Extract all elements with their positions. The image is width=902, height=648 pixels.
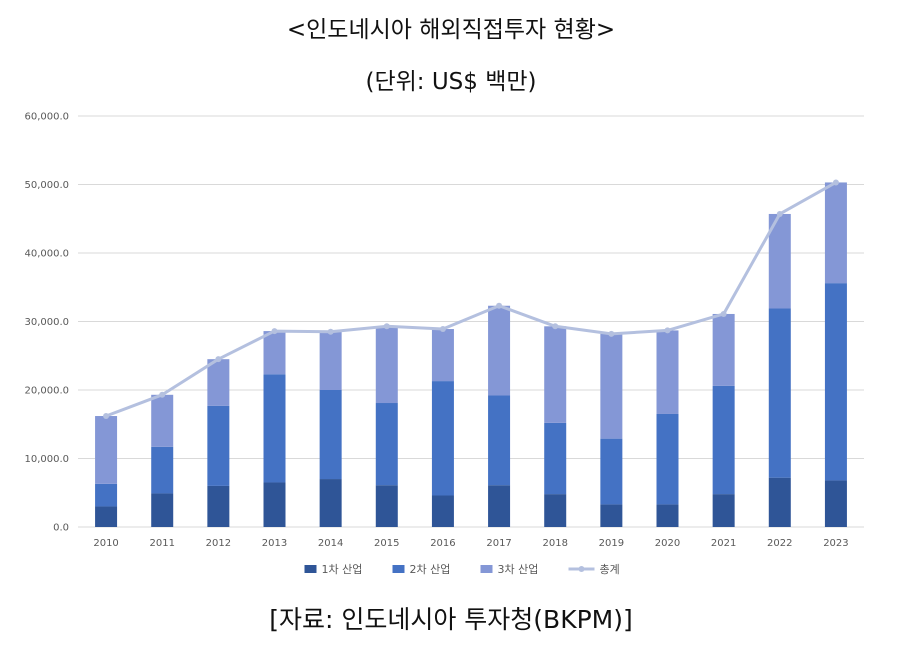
x-tick-label: 2020 (655, 538, 680, 549)
bar-segment (263, 331, 286, 375)
bar-segment (712, 313, 735, 386)
total-point (383, 323, 390, 330)
x-tick-label: 2013 (262, 538, 287, 549)
stacked-bar-chart: 0.0 10,000.0 20,000.0 30,000.0 40,000.0 50,00… (24, 112, 864, 576)
bar-segment (319, 479, 342, 527)
total-point (664, 327, 671, 334)
total-point (439, 326, 446, 333)
bar-segment (151, 446, 174, 494)
y-tick-label: 30,000.0 (24, 317, 69, 328)
bar-segment (600, 333, 623, 439)
bar-segment (488, 395, 511, 486)
bar-segment (824, 480, 847, 527)
bar-segment (656, 330, 679, 414)
legend-marker (578, 566, 585, 572)
legend-swatch (480, 565, 493, 573)
bar-segment (95, 416, 118, 484)
bar-segment (544, 494, 567, 527)
bar-segment (824, 283, 847, 481)
bar-segment (600, 438, 623, 505)
bar-segment (824, 182, 847, 284)
bar-segment (712, 494, 735, 527)
bar-segment (95, 506, 118, 527)
bar-segment (656, 413, 679, 505)
bar-segment (544, 326, 567, 423)
bar-segment (207, 359, 230, 406)
legend-swatch (392, 565, 405, 573)
bar-segment (656, 504, 679, 527)
bar-segment (207, 405, 230, 486)
bar-segment (207, 485, 230, 527)
bar-segment (375, 485, 398, 527)
total-point (608, 330, 615, 337)
bar-segment (488, 305, 511, 396)
bar-segment (431, 329, 454, 382)
total-point (720, 310, 727, 317)
total-point (832, 179, 839, 186)
total-line (105, 181, 837, 418)
total-point (271, 328, 278, 335)
legend-label: 총계 (600, 563, 620, 576)
y-tick-label: 20,000.0 (24, 386, 69, 397)
source-note: [자료: 인도네시아 투자청(BKPM)] (269, 605, 633, 634)
legend-label: 3차 산업 (498, 563, 539, 576)
chart-subtitle: (단위: US$ 백만) (365, 69, 537, 95)
bar-segment (431, 495, 454, 527)
x-tick-label: 2023 (823, 538, 848, 549)
x-tick-label: 2016 (430, 538, 455, 549)
y-tick-label: 60,000.0 (24, 112, 69, 123)
legend-label: 2차 산업 (410, 563, 451, 576)
y-tick-label: 10,000.0 (24, 454, 69, 465)
bar-segment (319, 331, 342, 390)
total-point (327, 328, 334, 335)
bar-segment (544, 422, 567, 495)
bar-segment (263, 482, 286, 527)
bar-segment (375, 326, 398, 404)
x-tick-label: 2010 (93, 538, 118, 549)
bar-segment (600, 504, 623, 527)
bar-segment (375, 403, 398, 486)
bar-segment (263, 374, 286, 483)
total-point (776, 210, 783, 217)
x-tick-label: 2014 (318, 538, 343, 549)
x-tick-label: 2022 (767, 538, 792, 549)
legend-label: 1차 산업 (322, 563, 363, 576)
bar-segment (768, 213, 791, 309)
x-tick-label: 2017 (486, 538, 511, 549)
total-point (215, 356, 222, 363)
bar-segment (319, 390, 342, 480)
x-tick-label: 2012 (206, 538, 231, 549)
bar-segment (151, 394, 174, 447)
bar-segment (768, 308, 791, 478)
x-tick-label: 2018 (542, 538, 567, 549)
x-tick-label: 2019 (599, 538, 624, 549)
bar-segment (151, 493, 174, 527)
x-tick-label: 2021 (711, 538, 736, 549)
bar-segment (431, 381, 454, 496)
total-point (159, 391, 166, 398)
bar-segment (95, 483, 118, 507)
total-point (496, 302, 503, 309)
y-tick-label: 50,000.0 (24, 180, 69, 191)
y-tick-label: 40,000.0 (24, 249, 69, 260)
x-tick-label: 2011 (149, 538, 174, 549)
bar-segment (768, 477, 791, 527)
y-tick-label: 0.0 (53, 523, 69, 534)
bar-segment (712, 385, 735, 495)
total-point (552, 323, 559, 330)
legend-swatch (304, 565, 317, 573)
x-tick-label: 2015 (374, 538, 399, 549)
chart-title: <인도네시아 해외직접투자 현황> (286, 17, 616, 43)
bar-segment (488, 485, 511, 527)
total-point (103, 413, 110, 420)
